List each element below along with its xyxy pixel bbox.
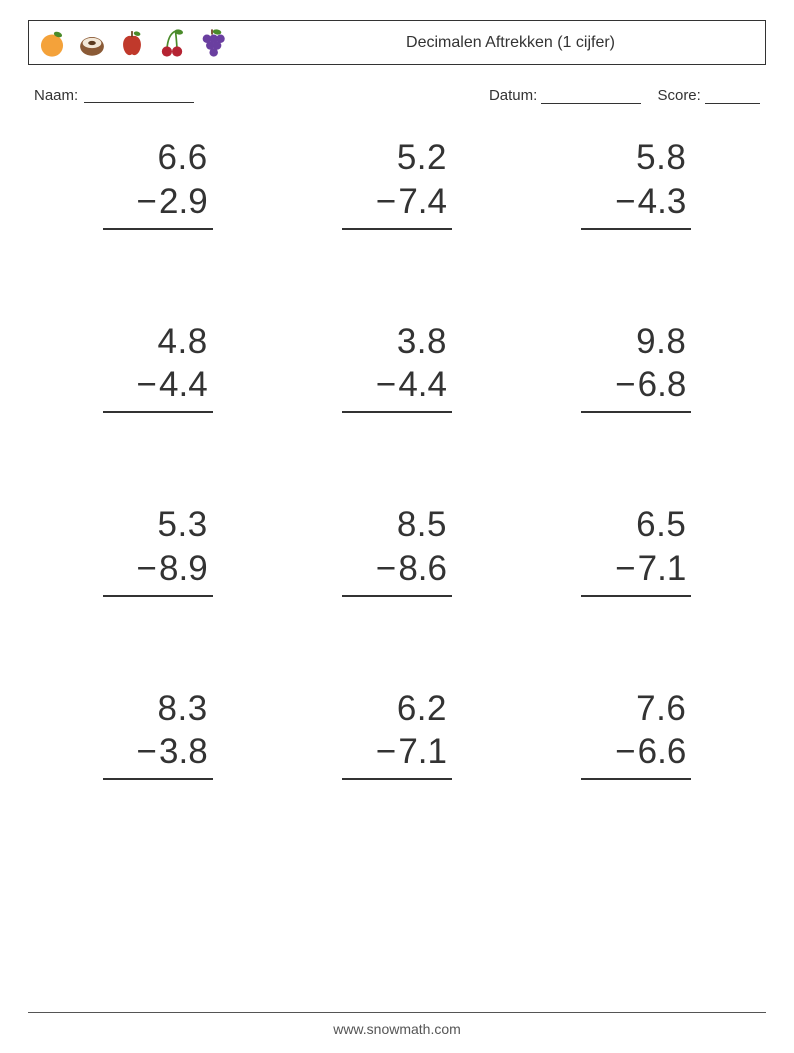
subtrahend: 4.4: [159, 363, 208, 407]
minuend: 6.2: [347, 687, 447, 731]
subtrahend-row: −7.1: [347, 730, 447, 774]
subtrahend-row: −7.1: [586, 547, 686, 591]
subtraction-problem: 8.3−3.8: [68, 687, 247, 781]
answer-rule: [342, 595, 452, 597]
minuend: 5.2: [347, 136, 447, 180]
answer-rule: [581, 228, 691, 230]
answer-rule: [342, 411, 452, 413]
answer-rule: [581, 411, 691, 413]
subtrahend-row: −8.9: [108, 547, 208, 591]
subtrahend: 7.4: [398, 180, 447, 224]
minus-operator: −: [615, 547, 635, 591]
subtraction-problem: 5.3−8.9: [68, 503, 247, 597]
name-blank[interactable]: [84, 87, 194, 103]
minus-operator: −: [615, 363, 635, 407]
subtrahend: 7.1: [398, 730, 447, 774]
answer-rule: [103, 228, 213, 230]
minuend: 3.8: [347, 320, 447, 364]
footer-separator: [28, 1012, 766, 1013]
subtraction-problem: 4.8−4.4: [68, 320, 247, 414]
subtraction-problem: 6.2−7.1: [307, 687, 486, 781]
name-label: Naam:: [34, 87, 78, 104]
subtrahend: 8.6: [398, 547, 447, 591]
answer-rule: [342, 778, 452, 780]
meta-row: Naam: Datum: Score:: [34, 87, 760, 104]
minuend: 8.5: [347, 503, 447, 547]
subtrahend-row: −4.4: [347, 363, 447, 407]
subtrahend: 8.9: [159, 547, 208, 591]
minuend: 5.3: [108, 503, 208, 547]
problem-grid: 6.6−2.95.2−7.45.8−4.34.8−4.43.8−4.49.8−6…: [68, 136, 726, 780]
subtrahend-row: −6.8: [586, 363, 686, 407]
minuend: 9.8: [586, 320, 686, 364]
minus-operator: −: [376, 730, 396, 774]
subtrahend: 6.8: [638, 363, 687, 407]
fruit-icon-row: [35, 26, 229, 60]
subtraction-problem: 6.5−7.1: [547, 503, 726, 597]
answer-rule: [581, 778, 691, 780]
worksheet-header: Decimalen Aftrekken (1 cijfer): [28, 20, 766, 65]
subtrahend-row: −4.4: [108, 363, 208, 407]
minus-operator: −: [137, 180, 157, 224]
subtraction-problem: 3.8−4.4: [307, 320, 486, 414]
subtraction-problem: 5.2−7.4: [307, 136, 486, 230]
minus-operator: −: [376, 180, 396, 224]
answer-rule: [103, 411, 213, 413]
minus-operator: −: [615, 180, 635, 224]
subtrahend-row: −6.6: [586, 730, 686, 774]
subtrahend-row: −3.8: [108, 730, 208, 774]
grapes-icon: [195, 26, 229, 60]
minuend: 8.3: [108, 687, 208, 731]
subtraction-problem: 9.8−6.8: [547, 320, 726, 414]
minus-operator: −: [137, 730, 157, 774]
subtrahend: 3.8: [159, 730, 208, 774]
minus-operator: −: [615, 730, 635, 774]
minuend: 6.6: [108, 136, 208, 180]
answer-rule: [103, 595, 213, 597]
date-blank[interactable]: [541, 88, 641, 104]
answer-rule: [342, 228, 452, 230]
cherries-icon: [155, 26, 189, 60]
date-label: Datum:: [489, 87, 537, 104]
coconut-icon: [75, 26, 109, 60]
subtrahend: 2.9: [159, 180, 208, 224]
subtrahend: 4.3: [638, 180, 687, 224]
subtrahend: 7.1: [638, 547, 687, 591]
subtrahend-row: −4.3: [586, 180, 686, 224]
answer-rule: [581, 595, 691, 597]
minuend: 4.8: [108, 320, 208, 364]
minus-operator: −: [376, 547, 396, 591]
subtraction-problem: 8.5−8.6: [307, 503, 486, 597]
minus-operator: −: [376, 363, 396, 407]
orange-icon: [35, 26, 69, 60]
subtraction-problem: 5.8−4.3: [547, 136, 726, 230]
minuend: 7.6: [586, 687, 686, 731]
minus-operator: −: [137, 363, 157, 407]
subtrahend: 4.4: [398, 363, 447, 407]
worksheet-title: Decimalen Aftrekken (1 cijfer): [406, 34, 755, 52]
minuend: 6.5: [586, 503, 686, 547]
minuend: 5.8: [586, 136, 686, 180]
score-blank[interactable]: [705, 88, 760, 104]
subtrahend-row: −8.6: [347, 547, 447, 591]
subtrahend-row: −2.9: [108, 180, 208, 224]
subtrahend: 6.6: [638, 730, 687, 774]
score-label: Score:: [657, 87, 700, 104]
answer-rule: [103, 778, 213, 780]
apple-icon: [115, 26, 149, 60]
subtraction-problem: 6.6−2.9: [68, 136, 247, 230]
minus-operator: −: [137, 547, 157, 591]
footer-url: www.snowmath.com: [0, 1021, 794, 1037]
subtrahend-row: −7.4: [347, 180, 447, 224]
subtraction-problem: 7.6−6.6: [547, 687, 726, 781]
